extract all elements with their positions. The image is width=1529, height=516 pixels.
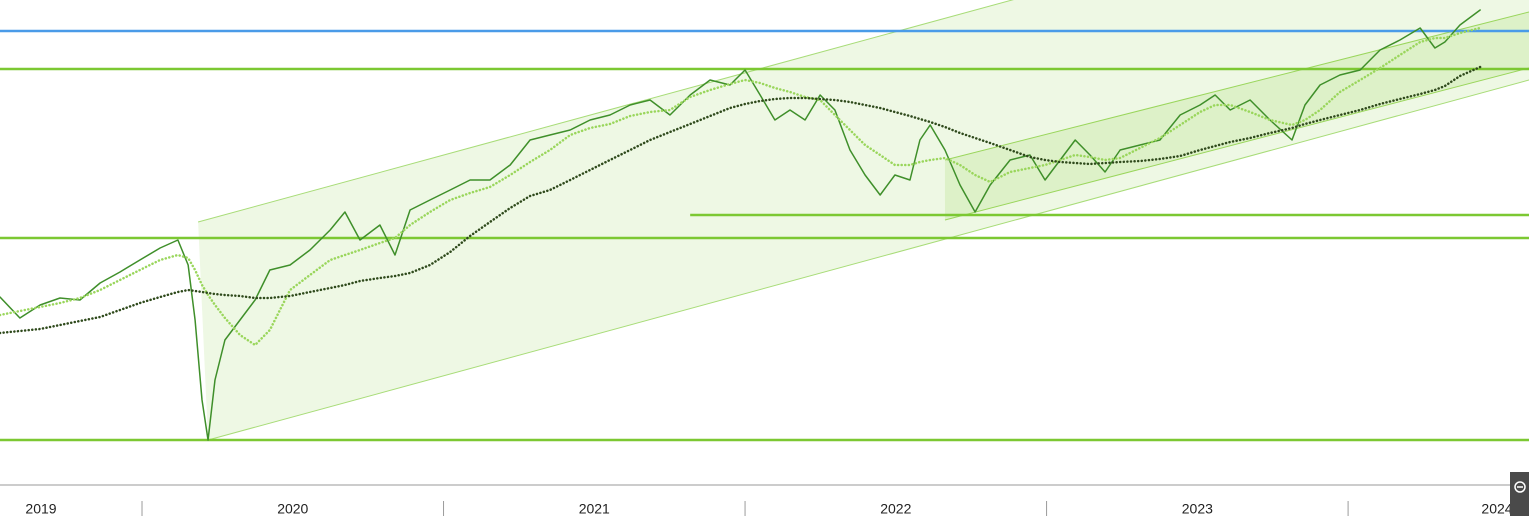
x-tick-label: 2020 <box>277 501 308 516</box>
x-tick-label: 2022 <box>880 501 911 516</box>
channel-fill <box>944 12 1529 220</box>
series-line <box>0 26 1482 347</box>
scroll-button[interactable] <box>1510 472 1529 516</box>
series-line <box>0 65 1482 335</box>
scroll-button-icon[interactable] <box>1514 481 1526 493</box>
channel-lower-line <box>944 67 1529 221</box>
channel-upper-line <box>944 11 1529 161</box>
channel-fill <box>198 0 1529 440</box>
channel-lower-line <box>207 79 1529 441</box>
x-tick-label: 2021 <box>579 501 610 516</box>
plot-area <box>0 0 1529 442</box>
scroll-button-bg[interactable] <box>1510 472 1529 516</box>
channel-upper-line <box>197 0 1014 223</box>
x-tick-label: 2019 <box>25 501 56 516</box>
x-axis: 2019 2020 2021 2022 2023 2024 <box>25 501 1513 516</box>
series-line <box>0 9 1481 441</box>
x-tick-label: 2024 <box>1481 501 1512 516</box>
x-tick-label: 2023 <box>1182 501 1213 516</box>
